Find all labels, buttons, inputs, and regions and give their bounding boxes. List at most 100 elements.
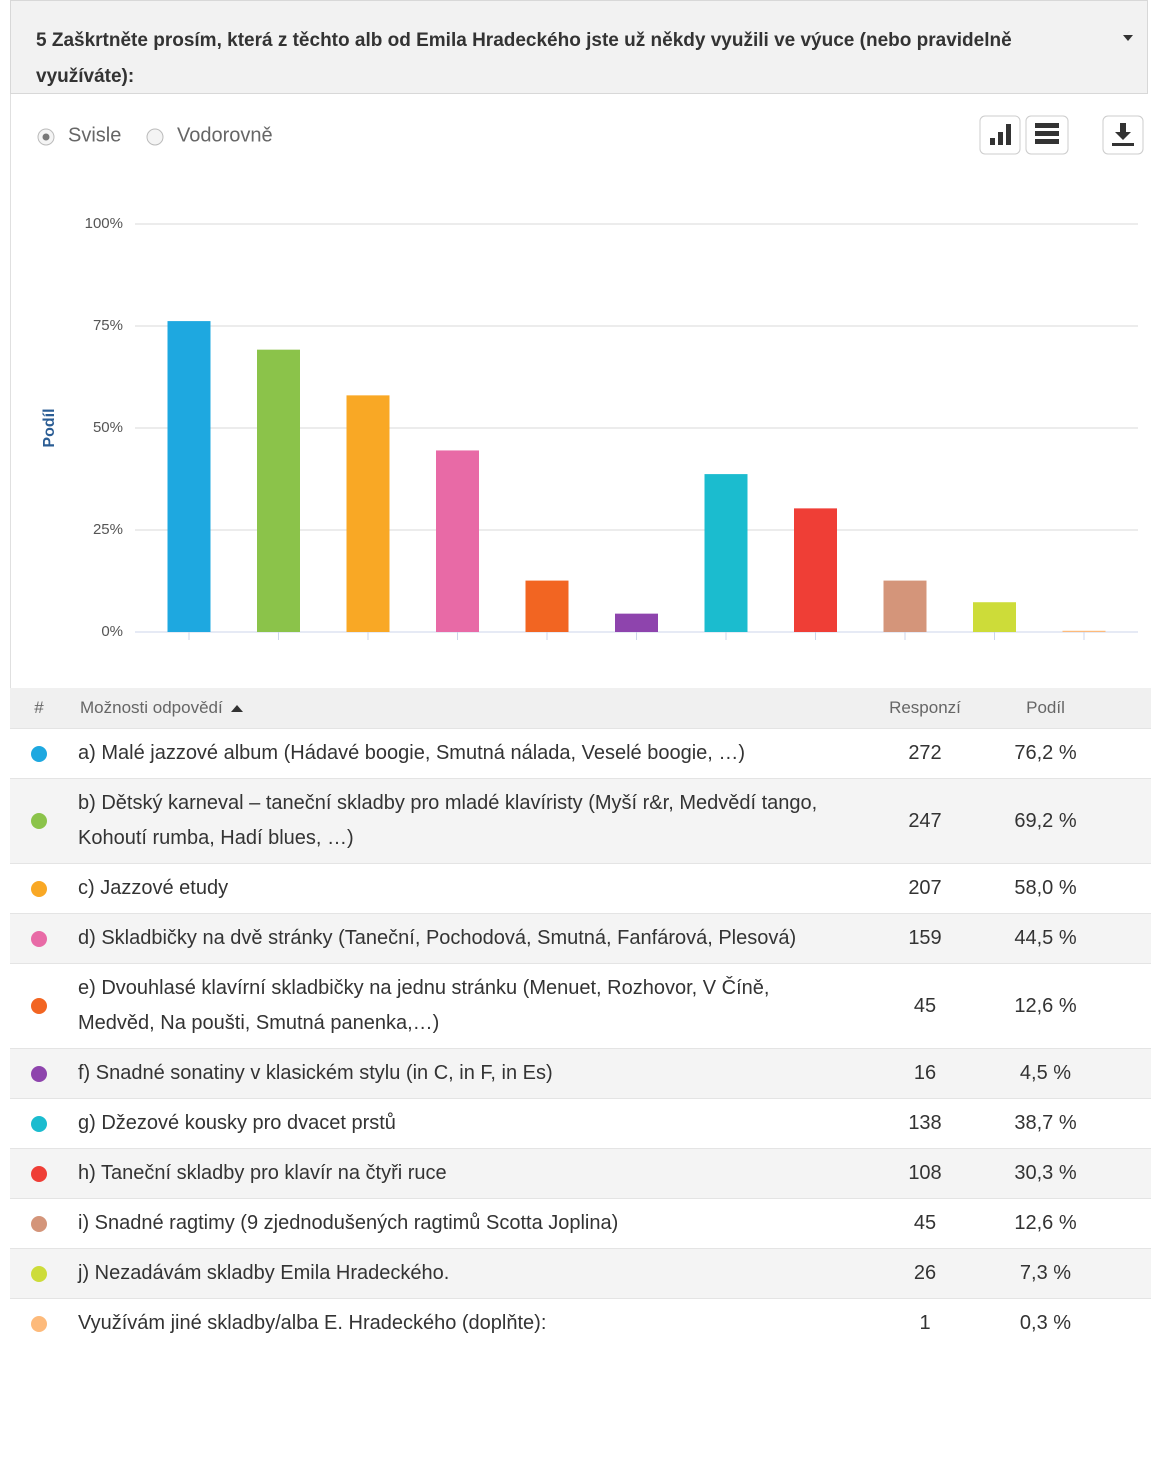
y-tick-label: 25% <box>93 521 123 538</box>
option-text: b) Dětský karneval – taneční skladby pro… <box>68 778 850 864</box>
option-text: i) Snadné ragtimy (9 zjednodušených ragt… <box>68 1198 850 1249</box>
response-count: 138 <box>850 1098 1000 1149</box>
radio-dot <box>42 133 50 141</box>
y-tick-label: 100% <box>85 215 123 232</box>
results-table: # Možnosti odpovědí Responzí Podíl a) Malé … <box>10 688 1151 1348</box>
bar <box>1062 630 1106 632</box>
bar <box>615 613 658 632</box>
color-cell <box>10 1098 68 1149</box>
bar <box>167 321 211 632</box>
color-dot <box>31 1215 47 1232</box>
share: 58,0 % <box>1000 863 1151 914</box>
response-count: 207 <box>850 863 1000 914</box>
color-dot <box>31 1115 47 1132</box>
radio[interactable] <box>146 128 164 146</box>
option-text: j) Nezadávám skladby Emila Hradeckého. <box>68 1248 850 1299</box>
color-cell <box>10 863 68 914</box>
share: 7,3 % <box>1000 1248 1151 1299</box>
table-body: a) Malé jazzové album (Hádavé boogie, Sm… <box>10 728 1151 1348</box>
option-text: e) Dvouhlasé klavírní skladbičky na jedn… <box>68 963 850 1049</box>
table-view-button[interactable] <box>1025 115 1069 155</box>
share: 38,7 % <box>1000 1098 1151 1149</box>
y-tick-label: 50% <box>93 419 123 436</box>
color-cell <box>10 963 68 1049</box>
option-text: a) Malé jazzové album (Hádavé boogie, Sm… <box>68 728 850 779</box>
question-header[interactable]: 5 Zaškrtněte prosím, která z těchto alb … <box>10 0 1148 94</box>
option-text: c) Jazzové etudy <box>68 863 850 914</box>
question-title: 5 Zaškrtněte prosím, která z těchto alb … <box>36 30 1012 87</box>
color-cell <box>10 778 68 864</box>
table-row: b) Dětský karneval – taneční skladby pro… <box>10 778 1151 864</box>
table-row: g) Džezové kousky pro dvacet prstů 138 38,… <box>10 1098 1151 1149</box>
bar <box>973 602 1016 632</box>
color-dot <box>31 745 47 762</box>
radio-label[interactable]: Vodorovně <box>177 124 273 146</box>
color-dot <box>31 1065 47 1082</box>
share: 44,5 % <box>1000 913 1151 964</box>
share: 12,6 % <box>1000 1198 1151 1249</box>
color-cell <box>10 913 68 964</box>
table-row: i) Snadné ragtimy (9 zjednodušených ragt… <box>10 1198 1151 1249</box>
option-text: g) Džezové kousky pro dvacet prstů <box>68 1098 850 1149</box>
column-header: Responzí <box>850 688 1000 729</box>
column-header[interactable]: Možnosti odpovědí <box>68 688 850 729</box>
color-cell <box>10 1298 68 1348</box>
sort-arrow <box>230 705 243 712</box>
table-row: Využívám jiné skladby/alba E. Hradeckého… <box>10 1298 1151 1348</box>
bar <box>704 474 748 632</box>
table-row: d) Skladbičky na dvě stránky (Taneční, P… <box>10 913 1151 964</box>
color-dot <box>31 1265 47 1282</box>
radio-label[interactable]: Svisle <box>68 124 121 146</box>
table-row: f) Snadné sonatiny v klasickém stylu (in… <box>10 1048 1151 1099</box>
response-count: 16 <box>850 1048 1000 1099</box>
share: 30,3 % <box>1000 1148 1151 1199</box>
share: 12,6 % <box>1000 963 1151 1049</box>
bar <box>794 508 837 632</box>
color-dot <box>31 930 47 947</box>
chart: Svisle Vodorovně Podíl 0% 25% 50% 75% 100% <box>10 94 1144 688</box>
column-header: # <box>10 688 68 729</box>
response-count: 45 <box>850 963 1000 1049</box>
table-row: a) Malé jazzové album (Hádavé boogie, Sm… <box>10 728 1151 779</box>
response-count: 272 <box>850 728 1000 779</box>
y-axis-label: Podíl <box>41 408 58 447</box>
color-cell <box>10 1048 68 1099</box>
color-cell <box>10 1248 68 1299</box>
response-count: 45 <box>850 1198 1000 1249</box>
color-dot <box>31 880 47 897</box>
color-cell <box>10 1148 68 1199</box>
share: 0,3 % <box>1000 1298 1151 1348</box>
option-text: d) Skladbičky na dvě stránky (Taneční, P… <box>68 913 850 964</box>
chart-type-button[interactable] <box>979 115 1021 155</box>
option-text: Využívám jiné skladby/alba E. Hradeckého… <box>68 1298 850 1348</box>
download-button[interactable] <box>1102 115 1144 155</box>
color-dot <box>31 813 47 830</box>
response-count: 247 <box>850 778 1000 864</box>
table-header: # Možnosti odpovědí Responzí Podíl <box>10 688 1151 729</box>
bar <box>883 580 927 632</box>
table-row: e) Dvouhlasé klavírní skladbičky na jedn… <box>10 963 1151 1049</box>
bar <box>346 395 390 632</box>
option-text: h) Taneční skladby pro klavír na čtyři r… <box>68 1148 850 1199</box>
color-dot <box>31 998 47 1015</box>
color-dot <box>31 1315 47 1332</box>
color-cell <box>10 1198 68 1249</box>
table-row: j) Nezadávám skladby Emila Hradeckého. 26… <box>10 1248 1151 1299</box>
color-cell <box>10 728 68 779</box>
response-count: 159 <box>850 913 1000 964</box>
bar <box>436 450 479 632</box>
table-row: h) Taneční skladby pro klavír na čtyři r… <box>10 1148 1151 1199</box>
option-text: f) Snadné sonatiny v klasickém stylu (in… <box>68 1048 850 1099</box>
y-tick-label: 75% <box>93 317 123 334</box>
bar <box>525 580 569 632</box>
collapse-caret[interactable] <box>1121 33 1135 43</box>
share: 69,2 % <box>1000 778 1151 864</box>
share: 76,2 % <box>1000 728 1151 779</box>
share: 4,5 % <box>1000 1048 1151 1099</box>
response-count: 1 <box>850 1298 1000 1348</box>
column-header: Podíl <box>1000 688 1151 729</box>
y-tick-label: 0% <box>101 623 123 640</box>
color-dot <box>31 1165 47 1182</box>
response-count: 108 <box>850 1148 1000 1199</box>
